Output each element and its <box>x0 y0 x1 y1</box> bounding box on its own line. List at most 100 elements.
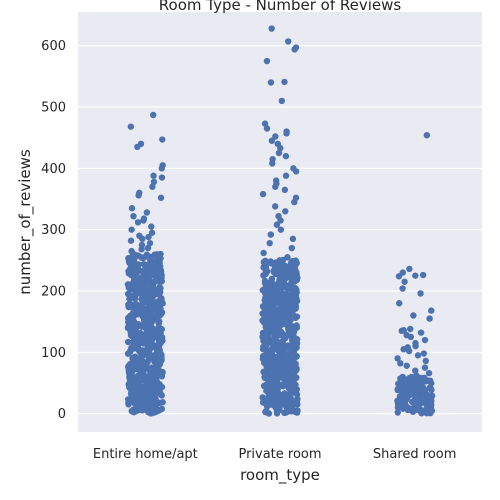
data-point <box>143 251 151 258</box>
data-point <box>132 300 140 308</box>
chart-title: Room Type - Number of Reviews <box>159 0 402 14</box>
data-point <box>294 395 301 403</box>
data-point <box>128 247 135 255</box>
data-point <box>281 78 288 86</box>
data-point <box>284 38 292 45</box>
data-point <box>124 290 132 298</box>
data-point <box>412 367 419 374</box>
data-point <box>259 190 267 198</box>
data-point <box>266 239 273 247</box>
data-point <box>284 254 291 261</box>
data-point <box>419 271 427 279</box>
x-tick-label: Shared room <box>373 447 457 462</box>
data-point <box>410 312 417 319</box>
data-point <box>268 275 276 282</box>
data-point <box>130 212 137 220</box>
data-point <box>282 208 289 215</box>
data-point <box>412 272 419 279</box>
data-point <box>149 183 156 190</box>
data-point <box>158 405 166 413</box>
data-point <box>148 229 156 236</box>
data-point <box>138 246 145 253</box>
data-point <box>146 239 154 247</box>
data-point <box>293 322 300 329</box>
data-point <box>394 355 401 362</box>
data-point <box>135 192 142 199</box>
data-point <box>281 186 289 194</box>
data-point <box>401 278 408 285</box>
data-point <box>267 231 274 238</box>
data-point <box>138 273 146 281</box>
data-point <box>428 307 435 314</box>
y-tick-label: 0 <box>58 407 66 422</box>
data-point <box>289 235 297 243</box>
data-point <box>262 257 269 264</box>
data-point <box>417 329 425 336</box>
data-point <box>134 143 141 151</box>
data-point <box>402 401 409 408</box>
data-point <box>406 265 413 273</box>
data-point <box>145 233 152 241</box>
data-point <box>148 223 155 230</box>
data-point <box>140 261 148 268</box>
data-point <box>269 160 276 167</box>
data-point <box>421 336 429 344</box>
data-point <box>124 338 132 346</box>
data-point <box>263 125 271 132</box>
y-tick-labels: 0 100 200 300 400 500 600 <box>41 39 66 422</box>
y-tick-label: 600 <box>41 39 66 54</box>
data-point <box>150 111 157 119</box>
data-point <box>408 373 415 381</box>
data-point <box>289 257 296 265</box>
data-point <box>259 394 266 401</box>
x-axis-label: room_type <box>240 466 320 485</box>
data-point <box>291 198 298 206</box>
data-point <box>399 285 406 292</box>
data-point <box>398 327 405 335</box>
data-point <box>288 244 295 252</box>
data-point <box>155 325 163 332</box>
x-tick-label: Private room <box>238 447 321 462</box>
data-point <box>425 369 433 377</box>
data-point <box>139 235 146 243</box>
y-tick-label: 500 <box>41 101 66 116</box>
data-point <box>283 130 290 137</box>
data-point <box>158 174 166 181</box>
data-point <box>292 168 300 175</box>
data-point <box>134 219 142 226</box>
data-point <box>422 357 429 365</box>
y-tick-label: 200 <box>41 284 66 299</box>
data-point <box>417 290 424 297</box>
data-point <box>268 25 275 32</box>
data-point <box>150 178 158 186</box>
data-point <box>281 390 288 397</box>
data-points <box>124 25 436 417</box>
data-point <box>412 342 419 350</box>
data-point <box>157 250 164 258</box>
data-point <box>291 46 298 53</box>
data-point <box>126 281 134 288</box>
data-point <box>282 152 290 160</box>
data-point <box>397 360 404 367</box>
data-point <box>134 387 141 394</box>
data-point <box>267 79 275 86</box>
data-point <box>414 352 422 359</box>
data-point <box>260 249 267 257</box>
data-point <box>400 346 407 353</box>
data-point <box>403 362 410 369</box>
data-point <box>395 300 403 307</box>
data-point <box>158 165 165 172</box>
data-point <box>125 301 132 308</box>
data-point <box>157 389 164 396</box>
data-point <box>128 226 135 233</box>
data-point <box>157 194 165 201</box>
data-point <box>420 350 428 357</box>
data-point <box>127 123 135 130</box>
data-point <box>405 347 413 355</box>
data-point <box>131 353 139 360</box>
data-point <box>157 295 164 302</box>
data-point <box>140 217 147 224</box>
data-point <box>144 244 152 252</box>
y-axis-label: number_of_reviews <box>16 149 35 295</box>
y-tick-label: 400 <box>41 162 66 177</box>
